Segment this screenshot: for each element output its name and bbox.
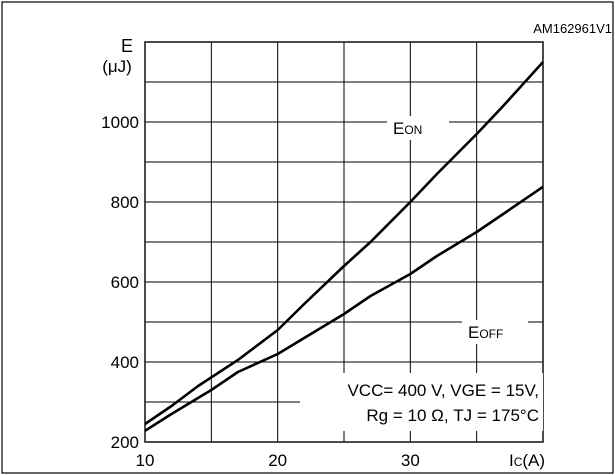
plot-frame bbox=[144, 41, 544, 443]
y-axis-unit: (μJ) bbox=[102, 57, 132, 76]
conditions-mask bbox=[300, 373, 543, 431]
y-tick-label: 600 bbox=[111, 273, 139, 292]
series-label-eon: EON bbox=[393, 119, 422, 138]
y-axis-label: E bbox=[121, 36, 133, 56]
series-line-eoff bbox=[144, 185, 544, 432]
y-tick-label: 400 bbox=[111, 353, 139, 372]
labels-layer: AM162961V1 200 400 600 800 1000 10 20 30 E(μJ) IC… bbox=[101, 21, 612, 470]
series-line-eon bbox=[144, 61, 544, 426]
series-layer bbox=[144, 61, 544, 432]
grid bbox=[144, 41, 544, 443]
figure-id-label: AM162961V1 bbox=[533, 21, 612, 36]
x-tick-label: 10 bbox=[136, 451, 155, 470]
conditions-line-2: Rg = 10 Ω, TJ = 175°C bbox=[366, 406, 539, 425]
series-label-eoff: EOFF bbox=[468, 323, 503, 342]
x-axis-label: IC(A) bbox=[509, 451, 545, 470]
series-label-eoff-mask bbox=[462, 320, 528, 344]
y-tick-label: 1000 bbox=[101, 113, 139, 132]
x-tick-label: 30 bbox=[401, 451, 420, 470]
series-label-eon-mask bbox=[387, 116, 449, 140]
conditions-line-1: VCC= 400 V, VGE = 15V, bbox=[347, 381, 539, 400]
y-tick-label: 200 bbox=[111, 433, 139, 452]
y-tick-label: 800 bbox=[111, 193, 139, 212]
x-tick-label: 20 bbox=[268, 451, 287, 470]
